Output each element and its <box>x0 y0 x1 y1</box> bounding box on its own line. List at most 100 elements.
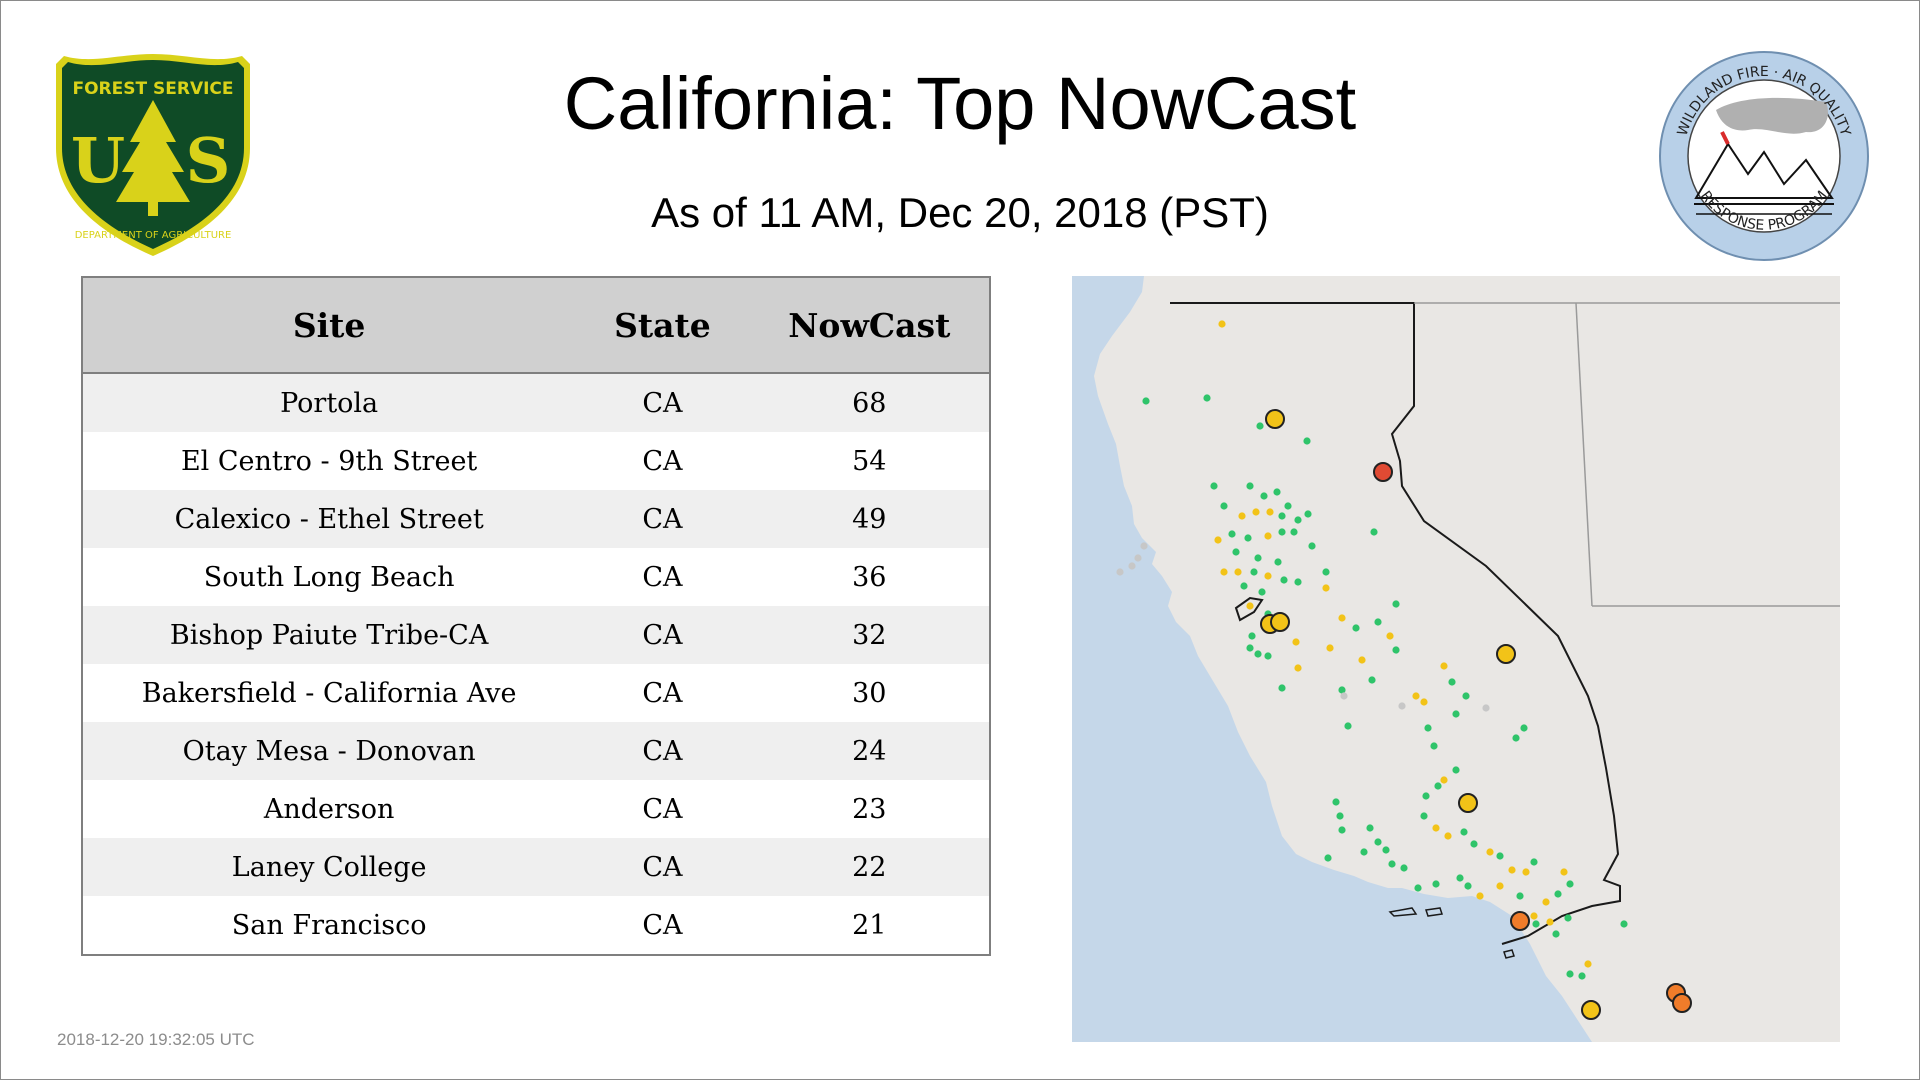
site-marker-good <box>1400 864 1408 872</box>
cell-state: CA <box>575 664 750 722</box>
site-marker-moderate <box>1322 584 1330 592</box>
site-marker-good <box>1256 422 1264 430</box>
table-row: El Centro - 9th Street CA 54 <box>82 432 990 490</box>
column-header-state: State <box>575 277 750 374</box>
cell-nowcast: 21 <box>749 896 990 955</box>
site-marker-moderate <box>1264 532 1272 540</box>
site-marker-moderate <box>1264 572 1272 580</box>
cell-site: Anderson <box>82 780 576 838</box>
cell-state: CA <box>575 722 750 780</box>
site-marker-good <box>1338 826 1346 834</box>
site-marker-good <box>1232 548 1240 556</box>
site-marker-good <box>1448 678 1456 686</box>
column-header-nowcast: NowCast <box>749 277 990 374</box>
site-marker-good <box>1382 846 1390 854</box>
site-marker-moderate <box>1246 602 1254 610</box>
site-marker-top-moderate <box>1581 1000 1601 1020</box>
logo-line1: FOREST SERVICE <box>72 79 233 99</box>
site-marker-good <box>1284 502 1292 510</box>
site-marker-moderate <box>1546 918 1554 926</box>
site-marker-good <box>1422 792 1430 800</box>
cell-site: Portola <box>82 373 576 432</box>
cell-site: El Centro - 9th Street <box>82 432 576 490</box>
table-row: Bishop Paiute Tribe-CA CA 32 <box>82 606 990 664</box>
wildland-fire-aq-logo: WILDLAND FIRE · AIR QUALITY RESPONSE PRO… <box>1659 51 1869 261</box>
cell-site: South Long Beach <box>82 548 576 606</box>
site-marker-good <box>1274 558 1282 566</box>
site-marker-good <box>1322 568 1330 576</box>
cell-nowcast: 49 <box>749 490 990 548</box>
site-marker-good <box>1210 482 1218 490</box>
cell-site: Laney College <box>82 838 576 896</box>
site-marker-good <box>1432 880 1440 888</box>
site-marker-moderate <box>1522 868 1530 876</box>
site-marker-top-moderate <box>1265 409 1285 429</box>
site-marker-good <box>1374 618 1382 626</box>
nowcast-table: Site State NowCast Portola CA 68 El Cent… <box>81 276 991 956</box>
table-header-row: Site State NowCast <box>82 277 990 374</box>
site-marker-good <box>1352 624 1360 632</box>
table-row: Anderson CA 23 <box>82 780 990 838</box>
cell-site: Otay Mesa - Donovan <box>82 722 576 780</box>
table-row: Otay Mesa - Donovan CA 24 <box>82 722 990 780</box>
site-marker-good <box>1246 482 1254 490</box>
site-marker-moderate <box>1560 868 1568 876</box>
site-marker-good <box>1228 530 1236 538</box>
site-marker-top-moderate <box>1270 612 1290 632</box>
site-marker-moderate <box>1508 866 1516 874</box>
site-marker-no-data <box>1482 704 1490 712</box>
site-marker-good <box>1496 852 1504 860</box>
site-marker-good <box>1460 828 1468 836</box>
site-marker-good <box>1520 724 1528 732</box>
site-marker-good <box>1530 858 1538 866</box>
site-marker-moderate <box>1358 656 1366 664</box>
site-markers <box>1116 320 1692 1020</box>
site-marker-moderate <box>1234 568 1242 576</box>
site-marker-good <box>1414 884 1422 892</box>
site-marker-good <box>1374 838 1382 846</box>
site-marker-good <box>1370 528 1378 536</box>
site-marker-good <box>1280 576 1288 584</box>
site-marker-moderate <box>1252 508 1260 516</box>
site-marker-good <box>1566 970 1574 978</box>
cell-state: CA <box>575 606 750 664</box>
cell-state: CA <box>575 896 750 955</box>
site-marker-good <box>1250 568 1258 576</box>
table-row: San Francisco CA 21 <box>82 896 990 955</box>
cell-state: CA <box>575 373 750 432</box>
site-marker-moderate <box>1496 882 1504 890</box>
column-header-site: Site <box>82 277 576 374</box>
cell-state: CA <box>575 432 750 490</box>
site-marker-good <box>1554 890 1562 898</box>
site-marker-top-usg <box>1510 911 1530 931</box>
site-marker-good <box>1246 644 1254 652</box>
site-marker-good <box>1203 394 1211 402</box>
site-marker-good <box>1564 914 1572 922</box>
site-marker-no-data <box>1340 692 1348 700</box>
site-marker-good <box>1260 492 1268 500</box>
cell-nowcast: 54 <box>749 432 990 490</box>
site-marker-good <box>1452 710 1460 718</box>
table-row: Bakersfield - California Ave CA 30 <box>82 664 990 722</box>
site-marker-moderate <box>1440 662 1448 670</box>
site-marker-good <box>1324 854 1332 862</box>
site-marker-good <box>1532 920 1540 928</box>
site-marker-good <box>1430 742 1438 750</box>
page-title: California: Top NowCast <box>563 62 1357 145</box>
site-marker-good <box>1456 874 1464 882</box>
cell-state: CA <box>575 490 750 548</box>
site-marker-good <box>1303 437 1311 445</box>
site-marker-good <box>1566 880 1574 888</box>
site-marker-no-data <box>1398 702 1406 710</box>
cell-nowcast: 36 <box>749 548 990 606</box>
site-marker-moderate <box>1420 698 1428 706</box>
site-marker-good <box>1552 930 1560 938</box>
site-marker-no-data <box>1140 542 1148 550</box>
logo-initial-u: U <box>71 124 125 197</box>
site-marker-moderate <box>1530 912 1538 920</box>
site-marker-no-data <box>1128 562 1136 570</box>
site-marker-good <box>1420 812 1428 820</box>
site-marker-good <box>1620 920 1628 928</box>
site-marker-good <box>1360 848 1368 856</box>
site-marker-moderate <box>1412 692 1420 700</box>
